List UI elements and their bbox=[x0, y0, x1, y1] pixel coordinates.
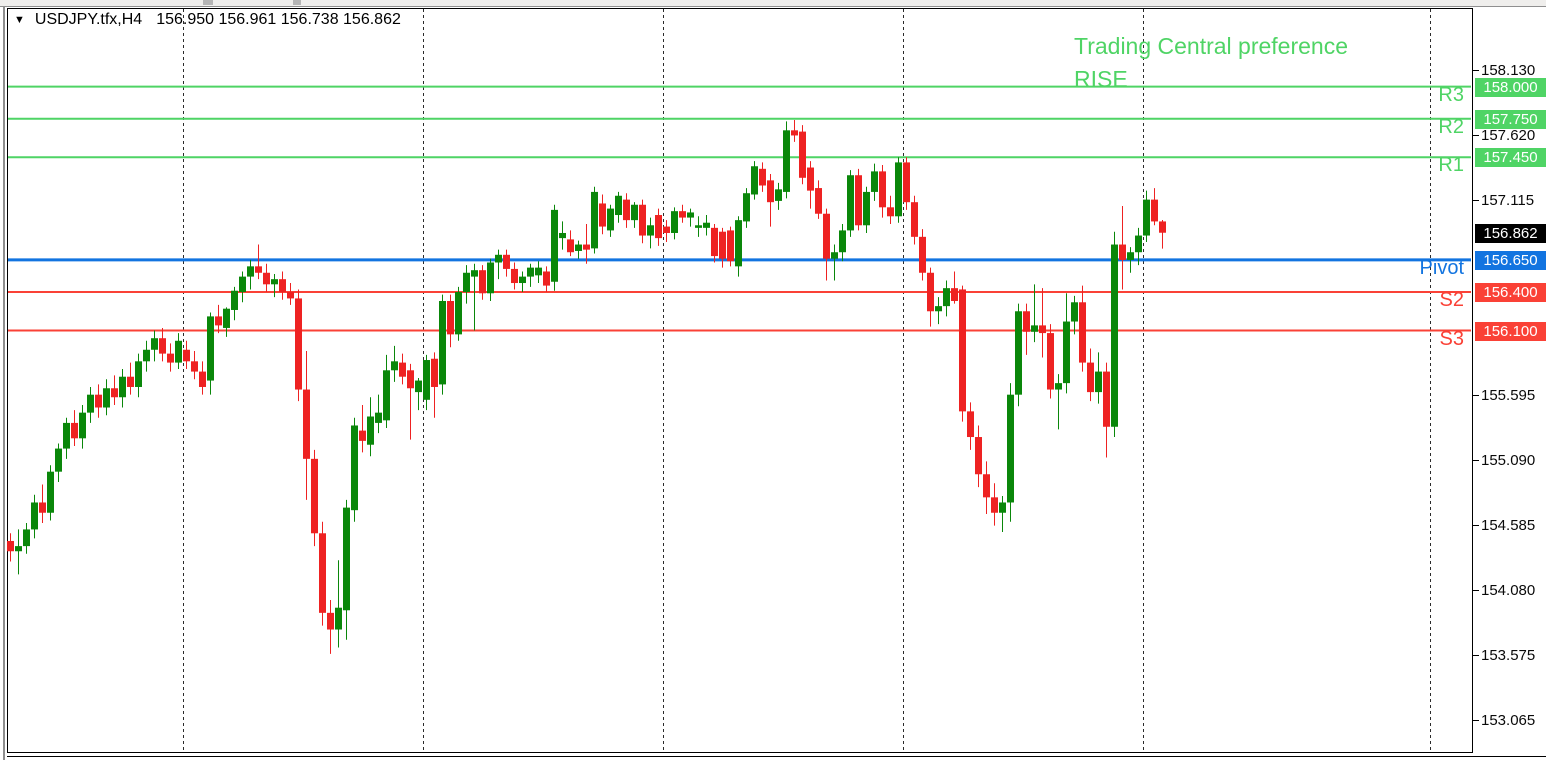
price-axis-tick-label: 155.090 bbox=[1481, 452, 1536, 469]
level-price-badge-r1: 157.450 bbox=[1475, 148, 1546, 167]
window-chrome-mark bbox=[293, 0, 301, 5]
chart-bottom-separator bbox=[7, 756, 1546, 757]
level-price-badge-pivot: 156.650 bbox=[1475, 251, 1546, 270]
price-axis-tick bbox=[1473, 70, 1479, 71]
current-price-badge: 156.862 bbox=[1475, 224, 1546, 243]
window-left-border bbox=[3, 7, 5, 760]
chart-title-bar: ▼ USDJPY.tfx,H4 156.950 156.961 156.738 15… bbox=[14, 11, 401, 29]
price-axis-tick bbox=[1473, 525, 1479, 526]
window-top-strip bbox=[0, 0, 1546, 7]
price-axis-tick bbox=[1473, 720, 1479, 721]
level-price-badge-r3: 158.000 bbox=[1475, 78, 1546, 97]
price-axis-tick bbox=[1473, 655, 1479, 656]
level-label-s2[interactable]: S2 bbox=[1439, 289, 1464, 311]
price-axis-tick-label: 157.115 bbox=[1481, 192, 1535, 209]
level-label-pivot[interactable]: Pivot bbox=[1419, 257, 1464, 279]
level-label-r1[interactable]: R1 bbox=[1438, 154, 1464, 176]
price-axis-tick bbox=[1473, 590, 1479, 591]
chart-plot-area[interactable] bbox=[7, 8, 1473, 753]
price-axis-tick-label: 154.080 bbox=[1481, 582, 1536, 599]
level-label-s3[interactable]: S3 bbox=[1439, 328, 1464, 350]
annotation-line-2: RISE bbox=[1074, 66, 1128, 92]
level-price-badge-s3: 156.100 bbox=[1475, 322, 1546, 341]
level-label-r2[interactable]: R2 bbox=[1438, 116, 1464, 138]
trading-central-annotation: Trading Central preference RISE bbox=[1074, 30, 1348, 96]
symbol-dropdown-icon[interactable]: ▼ bbox=[14, 14, 25, 26]
window-chrome-mark bbox=[203, 0, 213, 5]
price-axis-tick-label: 157.620 bbox=[1481, 127, 1536, 144]
level-price-badge-r2: 157.750 bbox=[1475, 110, 1546, 129]
price-axis-tick-label: 153.065 bbox=[1481, 712, 1536, 729]
level-label-r3[interactable]: R3 bbox=[1438, 84, 1464, 106]
annotation-line-1: Trading Central preference bbox=[1074, 33, 1349, 59]
price-axis-tick-label: 153.575 bbox=[1481, 647, 1536, 664]
price-axis-tick-label: 154.585 bbox=[1481, 517, 1536, 534]
chart-symbol-timeframe: USDJPY.tfx,H4 bbox=[34, 11, 143, 28]
price-axis-tick bbox=[1473, 200, 1479, 201]
price-axis-tick bbox=[1473, 135, 1479, 136]
price-axis-tick bbox=[1473, 460, 1479, 461]
price-axis-tick bbox=[1473, 395, 1479, 396]
price-axis-tick-label: 155.595 bbox=[1481, 387, 1536, 404]
price-axis-tick-label: 158.130 bbox=[1481, 62, 1536, 79]
level-price-badge-s2: 156.400 bbox=[1475, 283, 1546, 302]
chart-ohlc-quote: 156.950 156.961 156.738 156.862 bbox=[156, 11, 401, 28]
